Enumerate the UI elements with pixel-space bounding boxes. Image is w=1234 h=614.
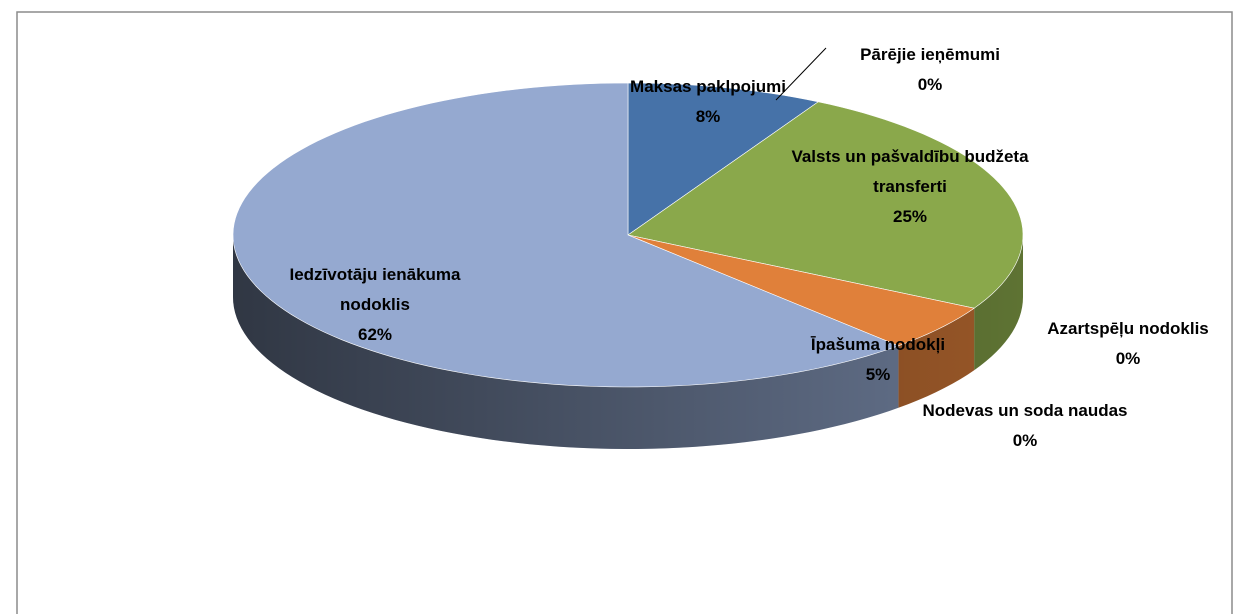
data-label: Azartspēļu nodoklis 0% — [1013, 314, 1234, 374]
value-label: 0% — [1115, 349, 1141, 368]
value-label: 0% — [1012, 431, 1038, 450]
slice — [627, 101, 1024, 309]
category-label: Maksas paklpojumi — [630, 77, 786, 96]
data-label: Maksas paklpojumi 8% — [598, 72, 818, 132]
category-label: Nodevas un soda naudas — [922, 401, 1128, 420]
category-label: Azartspēļu nodoklis — [1047, 319, 1209, 338]
data-label: Īpašuma nodokļi 5% — [768, 330, 988, 390]
data-label: Pārējie ieņēmumi 0% — [820, 40, 1040, 100]
category-label: Īpašuma nodokļi — [810, 335, 946, 354]
chart-frame — [16, 11, 1233, 614]
slice — [627, 234, 975, 347]
value-label: 62% — [357, 325, 393, 344]
value-label: 8% — [695, 107, 721, 126]
category-label: Valsts un pašvaldību budžeta transferti — [791, 147, 1029, 196]
slice — [232, 82, 900, 388]
value-label: 25% — [892, 207, 928, 226]
slice — [627, 82, 820, 236]
leader-line — [775, 47, 827, 101]
value-label: 0% — [917, 75, 943, 94]
data-label: Iedzīvotāju ienākuma nodoklis 62% — [275, 260, 475, 350]
data-label: Nodevas un soda naudas 0% — [920, 396, 1130, 456]
category-label: Pārējie ieņēmumi — [860, 45, 1000, 64]
data-label: Valsts un pašvaldību budžeta transferti 2… — [790, 142, 1030, 232]
category-label: Iedzīvotāju ienākuma nodoklis — [289, 265, 461, 314]
side-shade — [233, 235, 1023, 449]
value-label: 5% — [865, 365, 891, 384]
